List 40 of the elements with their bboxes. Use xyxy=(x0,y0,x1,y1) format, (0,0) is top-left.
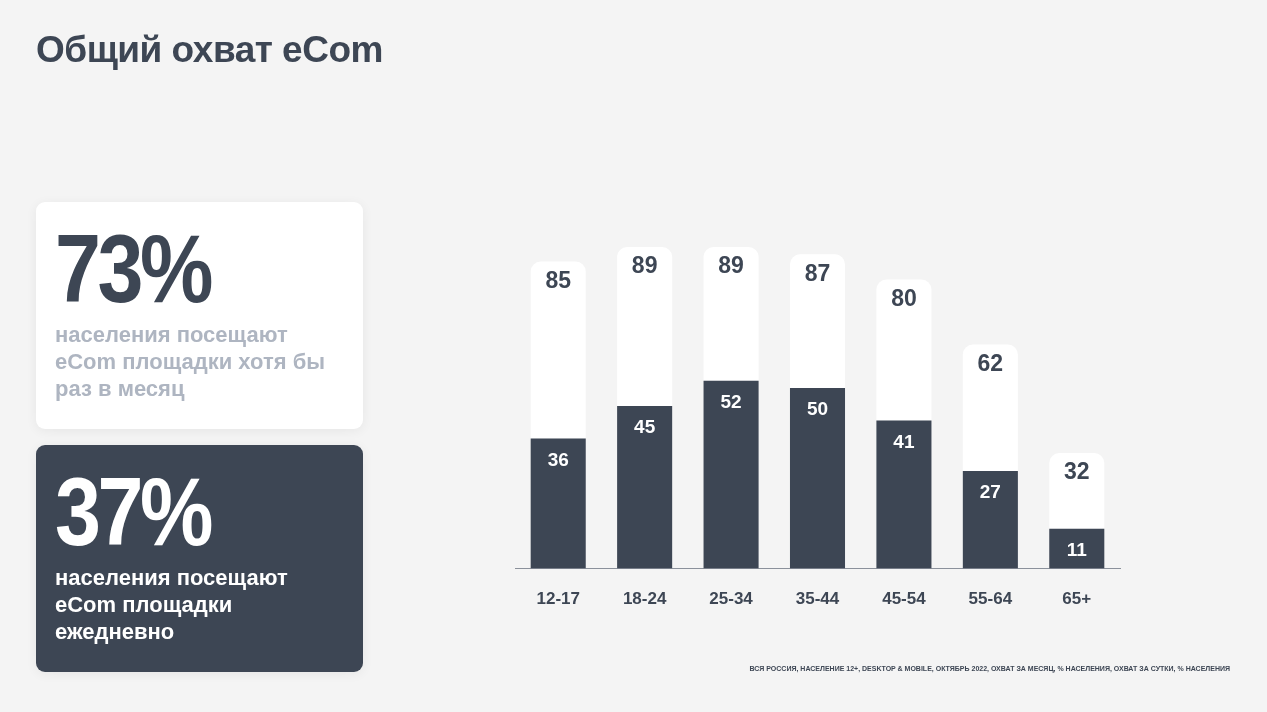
bar xyxy=(617,405,673,569)
data-label: 11 xyxy=(1066,539,1088,561)
x-tick-label: 35-44 xyxy=(795,589,840,609)
data-label: 52 xyxy=(720,390,742,412)
total-label: 32 xyxy=(1063,458,1090,485)
total-label: 85 xyxy=(545,266,572,293)
data-label: 27 xyxy=(979,481,1001,503)
x-tick-label: 25-34 xyxy=(709,589,754,609)
total-label: 89 xyxy=(631,252,658,279)
x-tick-label: 18-24 xyxy=(622,589,667,609)
text: населения посещают eCom площадки ежедневно xyxy=(55,564,289,645)
x-tick-label: 55-64 xyxy=(968,589,1013,609)
data-label: 50 xyxy=(806,398,829,420)
text: Общий охват eCom xyxy=(36,29,383,72)
x-tick-label: 12-17 xyxy=(536,589,580,609)
bar xyxy=(962,471,1018,569)
x-tick-label: 45-54 xyxy=(882,589,927,609)
total-label: 62 xyxy=(977,349,1004,376)
text: населения посещают eCom площадки хотя бы раз в месяц xyxy=(55,321,326,402)
text: 73% xyxy=(55,215,210,322)
data-label: 45 xyxy=(634,416,656,438)
bar xyxy=(1049,528,1105,569)
total-label: 89 xyxy=(718,252,744,279)
bar xyxy=(530,438,586,569)
bar xyxy=(530,261,586,439)
data-label: 41 xyxy=(893,430,915,452)
bar xyxy=(617,247,673,406)
data-label: 36 xyxy=(547,448,569,470)
bar xyxy=(789,387,846,569)
bar xyxy=(876,279,932,421)
bar xyxy=(962,344,1018,472)
bar xyxy=(1049,452,1105,529)
total-label: 87 xyxy=(804,259,831,286)
bar xyxy=(876,420,932,569)
bar xyxy=(789,254,846,388)
bar xyxy=(703,380,759,569)
x-tick-label: 65+ xyxy=(1062,589,1092,609)
bar xyxy=(703,247,759,381)
text: 37% xyxy=(55,458,210,565)
total-label: 80 xyxy=(891,284,917,311)
